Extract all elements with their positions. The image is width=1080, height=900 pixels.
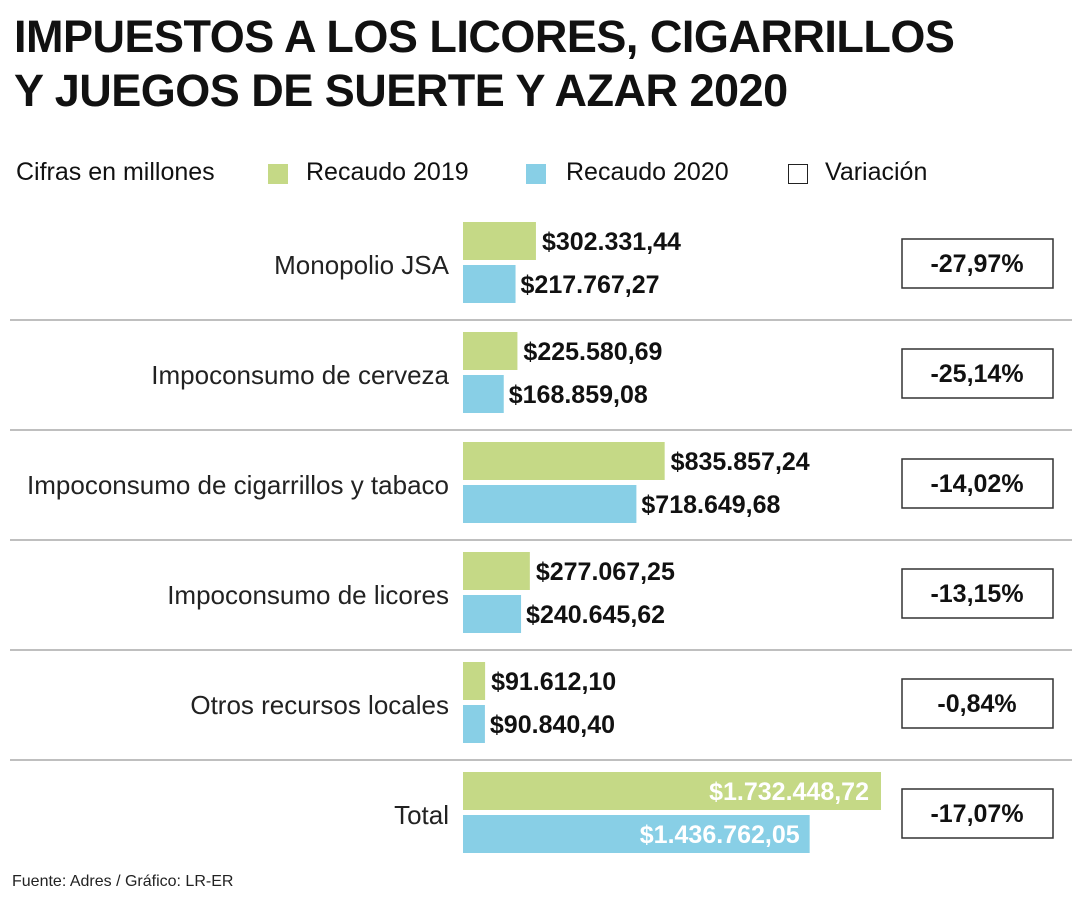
variation-value: -14,02% <box>930 470 1023 498</box>
bar-2019 <box>463 442 665 480</box>
variation-box <box>901 568 1054 619</box>
variation-box <box>901 788 1054 839</box>
category-label: Impoconsumo de licores <box>167 580 449 610</box>
category-label: Impoconsumo de cigarrillos y tabaco <box>27 470 449 500</box>
bar-2019 <box>463 332 518 370</box>
bar-2019 <box>463 222 536 260</box>
bar-2020 <box>463 265 516 303</box>
legend-label-2020: Recaudo 2020 <box>566 158 729 186</box>
bar-2020 <box>463 485 637 523</box>
variation-box <box>901 238 1054 289</box>
legend-swatch-variation <box>788 164 808 184</box>
value-label-2019: $302.331,44 <box>542 228 681 256</box>
legend-label-2019: Recaudo 2019 <box>306 158 469 186</box>
bar-2020 <box>463 815 810 853</box>
variation-value: -27,97% <box>930 250 1023 278</box>
value-label-2020: $168.859,08 <box>509 381 648 409</box>
variation-value: -17,07% <box>930 800 1023 828</box>
value-label-2019: $835.857,24 <box>671 448 810 476</box>
variation-value: -25,14% <box>930 360 1023 388</box>
bar-2020 <box>463 595 522 633</box>
variation-box <box>901 678 1054 729</box>
value-label-2019: $277.067,25 <box>536 558 675 586</box>
legend-swatch-2020 <box>526 164 546 184</box>
variation-value: -13,15% <box>930 580 1023 608</box>
title-line-2: Y JUEGOS DE SUERTE Y AZAR 2020 <box>14 65 788 116</box>
value-label-2020: $240.645,62 <box>526 601 665 629</box>
category-label: Otros recursos locales <box>190 690 449 720</box>
value-label-2020: $718.649,68 <box>641 491 780 519</box>
value-label-2020: $217.767,27 <box>521 271 660 299</box>
bar-2019 <box>463 662 486 700</box>
value-label-2020: $1.436.762,05 <box>640 821 800 849</box>
legend: Cifras en millones Recaudo 2019 Recaudo … <box>14 155 1064 191</box>
source-note: Fuente: Adres / Gráfico: LR-ER <box>12 873 234 890</box>
legend-label-variation: Variación <box>825 158 928 186</box>
bar-2020 <box>463 705 485 743</box>
legend-swatch-2019 <box>268 164 288 184</box>
value-label-2019: $225.580,69 <box>523 338 662 366</box>
variation-value: -0,84% <box>937 690 1016 718</box>
chart-title: IMPUESTOS A LOS LICORES, CIGARRILLOS Y J… <box>14 10 1064 118</box>
bar-2020 <box>463 375 504 413</box>
title-line-1: IMPUESTOS A LOS LICORES, CIGARRILLOS <box>14 11 955 62</box>
value-label-2019: $91.612,10 <box>491 668 616 696</box>
value-label-2020: $90.840,40 <box>490 711 615 739</box>
category-label: Impoconsumo de cerveza <box>151 360 449 390</box>
units-note: Cifras en millones <box>16 158 215 186</box>
category-label: Monopolio JSA <box>274 250 450 280</box>
bar-2019 <box>463 552 530 590</box>
variation-box <box>901 458 1054 509</box>
bar-2019 <box>463 772 881 810</box>
variation-box <box>901 348 1054 399</box>
value-label-2019: $1.732.448,72 <box>709 778 869 806</box>
category-label: Total <box>394 800 449 830</box>
